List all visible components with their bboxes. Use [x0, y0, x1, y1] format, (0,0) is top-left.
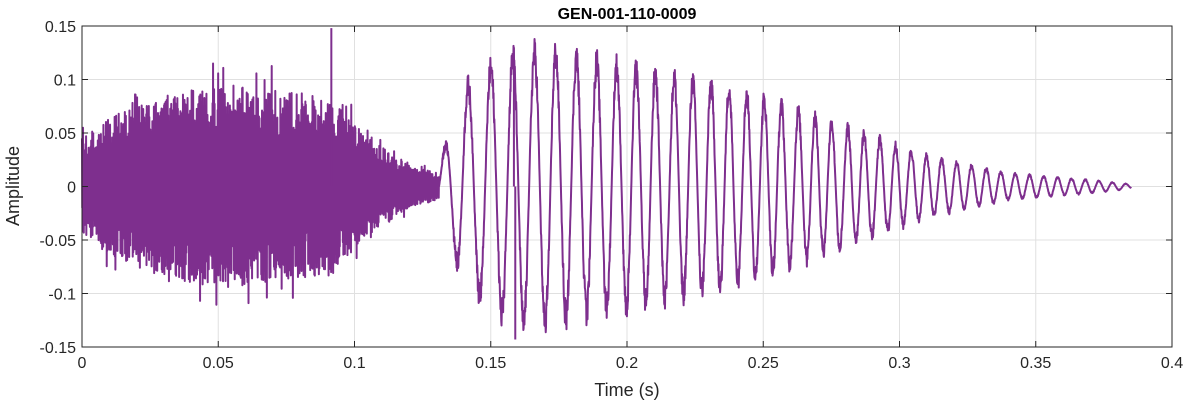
x-tick-label: 0.05 [203, 355, 234, 372]
y-axis-label: Amplitude [3, 146, 23, 226]
x-tick-label: 0.1 [343, 355, 365, 372]
x-tick-label: 0.25 [748, 355, 779, 372]
y-tick-label: 0.05 [45, 126, 76, 143]
y-tick-label: 0.1 [54, 73, 76, 90]
x-tick-label: 0 [78, 355, 87, 372]
x-tick-label: 0.4 [1161, 355, 1183, 372]
x-tick-label: 0.3 [888, 355, 910, 372]
x-tick-label: 0.2 [616, 355, 638, 372]
x-axis-label: Time (s) [594, 380, 659, 400]
series-layer [81, 28, 1132, 340]
x-axis-ticks: 0 0.05 0.1 0.15 0.2 0.25 0.3 0.35 0.4 [78, 26, 1183, 372]
y-tick-label: -0.05 [40, 233, 77, 250]
y-tick-label: 0.15 [45, 19, 76, 36]
chart-title: GEN-001-110-0009 [558, 6, 697, 23]
y-tick-label: 0 [67, 180, 76, 197]
x-tick-label: 0.15 [475, 355, 506, 372]
y-tick-label: -0.15 [40, 340, 77, 357]
series-line [81, 38, 1132, 334]
x-tick-label: 0.35 [1020, 355, 1051, 372]
y-tick-label: -0.1 [48, 287, 76, 304]
y-axis-ticks: 0.15 0.1 0.05 0 -0.05 -0.1 -0.15 [40, 19, 1172, 357]
